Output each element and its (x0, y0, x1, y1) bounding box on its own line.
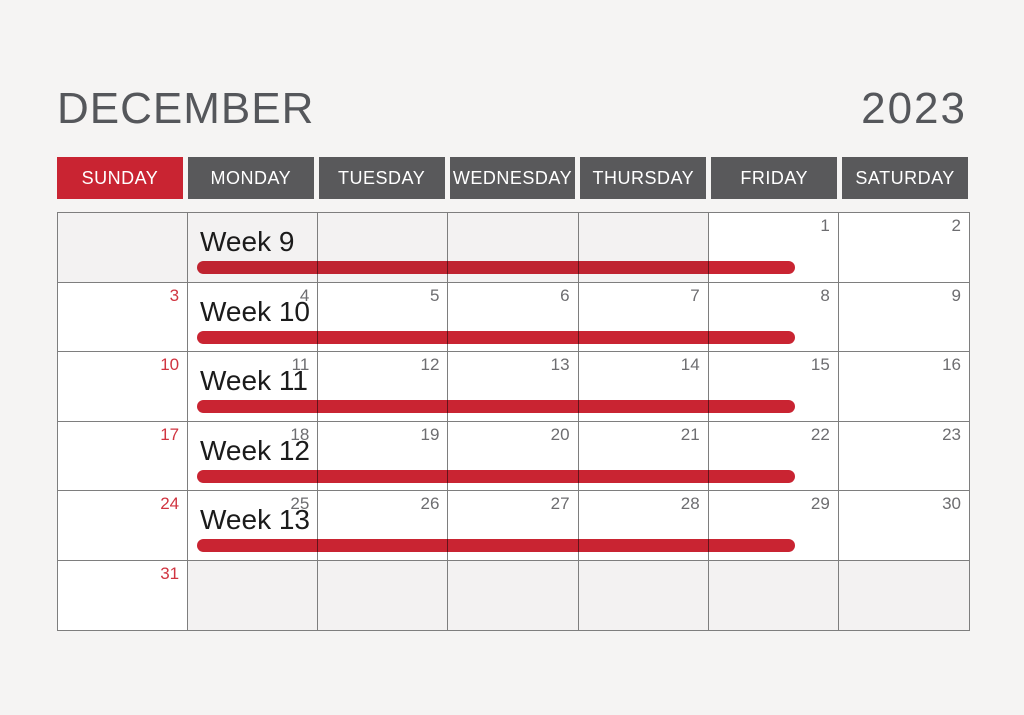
day-number: 29 (810, 494, 830, 513)
day-number: 10 (160, 355, 180, 374)
dow-thursday: THURSDAY (580, 157, 707, 199)
day-cell-6: 6 (448, 282, 579, 352)
day-cell-22: 22 (708, 421, 839, 491)
day-cell-2: 2 (838, 213, 969, 283)
day-cell-31: 31 (58, 560, 189, 630)
month-title: DECEMBER (57, 84, 315, 133)
day-number: 13 (550, 355, 570, 374)
day-cell-9: 9 (838, 282, 969, 352)
day-number: 11 (291, 355, 310, 374)
day-number: 6 (560, 285, 570, 305)
day-number: 18 (290, 424, 310, 444)
day-number: 2 (951, 216, 961, 235)
day-number: 9 (951, 285, 961, 305)
day-number: 5 (429, 285, 440, 305)
day-number: 22 (810, 424, 830, 444)
day-cell-17: 17 (58, 421, 189, 491)
day-cell-empty (318, 560, 449, 630)
day-cell-empty (578, 213, 709, 283)
day-cell-4: 4 (188, 282, 319, 352)
day-cell-20: 20 (448, 421, 579, 491)
day-cell-18: 18 (188, 421, 319, 491)
day-number: 24 (160, 494, 180, 513)
day-number: 4 (299, 285, 310, 305)
day-cell-24: 24 (58, 491, 189, 561)
day-cell-empty (188, 213, 319, 283)
day-cell-empty (318, 213, 449, 283)
day-number: 21 (680, 424, 700, 444)
day-cell-16: 16 (838, 352, 969, 422)
day-number: 3 (169, 285, 180, 305)
day-number: 12 (420, 355, 440, 374)
dow-friday: FRIDAY (711, 157, 838, 199)
day-cell-empty (708, 560, 839, 630)
day-cell-26: 26 (318, 491, 449, 561)
dow-saturday: SATURDAY (842, 157, 969, 199)
day-cell-empty (578, 560, 709, 630)
day-cell-5: 5 (318, 282, 449, 352)
day-number: 15 (810, 355, 830, 374)
day-cell-28: 28 (578, 491, 709, 561)
day-number: 26 (420, 494, 440, 513)
day-number: 25 (290, 494, 310, 513)
day-cell-27: 27 (448, 491, 579, 561)
day-number: 17 (160, 424, 180, 444)
day-cell-15: 15 (708, 352, 839, 422)
dow-monday: MONDAY (187, 157, 314, 199)
calendar-grid: 1 2 3 4 5 6 7 8 9 10 11 12 13 14 15 16 17 18 19 20 21 22 23 24 2… (57, 212, 970, 631)
day-cell-1: 1 (708, 213, 839, 283)
day-cell-11: 11 (188, 352, 319, 422)
day-number: 20 (550, 424, 570, 444)
day-cell-empty (58, 213, 189, 283)
day-cell-29: 29 (708, 491, 839, 561)
day-cell-21: 21 (578, 421, 709, 491)
dow-wednesday: WEDNESDAY (449, 157, 576, 199)
day-of-week-header: SUNDAY MONDAY TUESDAY WEDNESDAY THURSDAY… (57, 157, 969, 199)
day-number: 28 (680, 494, 700, 513)
day-number: 1 (820, 216, 830, 235)
day-number: 16 (942, 355, 961, 374)
year-title: 2023 (861, 84, 967, 133)
day-cell-30: 30 (838, 491, 969, 561)
day-cell-3: 3 (58, 282, 189, 352)
day-number: 14 (680, 355, 700, 374)
day-cell-10: 10 (58, 352, 189, 422)
day-cell-empty (448, 213, 579, 283)
day-number: 30 (942, 494, 961, 513)
day-number: 19 (420, 424, 440, 444)
day-number: 23 (942, 424, 961, 444)
day-number: 27 (550, 494, 570, 513)
day-cell-8: 8 (708, 282, 839, 352)
dow-sunday: SUNDAY (57, 157, 183, 199)
day-cell-25: 25 (188, 491, 319, 561)
day-cell-12: 12 (318, 352, 449, 422)
dow-tuesday: TUESDAY (318, 157, 445, 199)
day-cell-23: 23 (838, 421, 969, 491)
day-cell-empty (188, 560, 319, 630)
day-cell-14: 14 (578, 352, 709, 422)
day-number: 8 (820, 285, 830, 305)
day-number: 7 (690, 285, 700, 305)
day-cell-empty (838, 560, 969, 630)
day-cell-13: 13 (448, 352, 579, 422)
day-cell-19: 19 (318, 421, 449, 491)
day-cell-7: 7 (578, 282, 709, 352)
day-cell-empty (448, 560, 579, 630)
day-number: 31 (160, 563, 180, 583)
